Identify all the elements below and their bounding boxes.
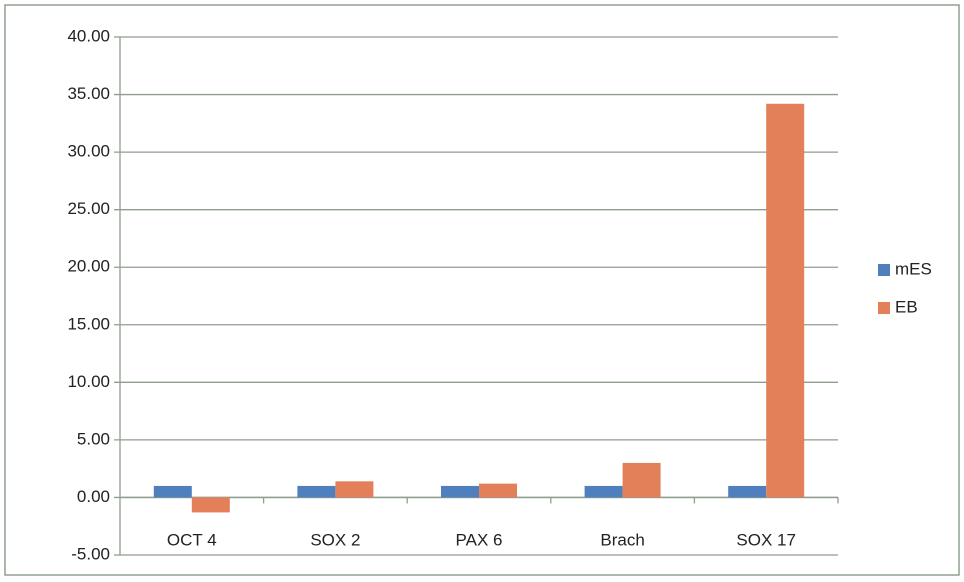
legend-label: EB bbox=[895, 297, 918, 316]
y-tick-label: 30.00 bbox=[67, 142, 110, 161]
y-tick-label: 20.00 bbox=[67, 257, 110, 276]
y-tick-label: -5.00 bbox=[71, 544, 110, 563]
y-tick-label: 10.00 bbox=[67, 372, 110, 391]
legend-swatch bbox=[878, 264, 890, 276]
bar bbox=[153, 485, 192, 498]
bar bbox=[335, 481, 374, 498]
y-tick-label: 5.00 bbox=[77, 429, 110, 448]
y-tick-label: 35.00 bbox=[67, 84, 110, 103]
bar bbox=[191, 497, 230, 513]
bar bbox=[766, 103, 805, 498]
x-tick-label: SOX 17 bbox=[736, 530, 796, 549]
bar bbox=[728, 485, 767, 498]
bar bbox=[297, 485, 336, 498]
bar bbox=[584, 485, 623, 498]
x-tick-label: OCT 4 bbox=[167, 530, 217, 549]
bar bbox=[479, 483, 517, 498]
x-tick-label: PAX 6 bbox=[456, 530, 503, 549]
legend-label: mES bbox=[895, 259, 932, 278]
y-tick-label: 0.00 bbox=[77, 487, 110, 506]
y-tick-label: 15.00 bbox=[67, 314, 110, 333]
bar bbox=[441, 485, 479, 498]
y-tick-label: 25.00 bbox=[67, 199, 110, 218]
x-tick-label: Brach bbox=[600, 530, 644, 549]
legend-swatch bbox=[878, 302, 890, 314]
bar bbox=[622, 462, 661, 498]
x-tick-label: SOX 2 bbox=[310, 530, 360, 549]
y-tick-label: 40.00 bbox=[67, 26, 110, 45]
